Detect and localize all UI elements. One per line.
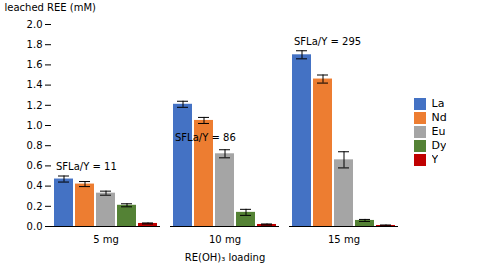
svg-text:1.0: 1.0 xyxy=(27,120,43,131)
html-text:Eu: Eu xyxy=(431,125,446,139)
svg-text:0.8: 0.8 xyxy=(27,140,43,151)
svg-text:SFLa/Y = 295: SFLa/Y = 295 xyxy=(294,36,361,47)
svg-text:15 mg: 15 mg xyxy=(328,234,360,245)
html-text:Nd: Nd xyxy=(431,111,447,125)
html-text:Dy: Dy xyxy=(431,139,447,153)
html-text:Y: Y xyxy=(431,153,439,167)
svg-text:5 mg: 5 mg xyxy=(93,234,119,245)
svg-text:0.0: 0.0 xyxy=(27,221,43,232)
svg-text:1.4: 1.4 xyxy=(27,79,43,90)
svg-text:leached REE (mM): leached REE (mM) xyxy=(5,2,97,13)
svg-text:1.6: 1.6 xyxy=(27,59,43,70)
svg-text:1.2: 1.2 xyxy=(27,100,43,111)
svg-text:2.0: 2.0 xyxy=(27,19,43,30)
svg-text:RE(OH)₃ loading: RE(OH)₃ loading xyxy=(185,252,265,263)
svg-text:0.4: 0.4 xyxy=(27,180,43,191)
svg-text:SFLa/Y = 86: SFLa/Y = 86 xyxy=(175,132,236,143)
svg-text:0.6: 0.6 xyxy=(27,160,43,171)
svg-text:1.8: 1.8 xyxy=(27,39,43,50)
svg-text:0.2: 0.2 xyxy=(27,201,43,212)
svg-text:10 mg: 10 mg xyxy=(209,234,241,245)
svg-text:SFLa/Y = 11: SFLa/Y = 11 xyxy=(56,161,117,172)
html-text:La: La xyxy=(431,97,445,111)
